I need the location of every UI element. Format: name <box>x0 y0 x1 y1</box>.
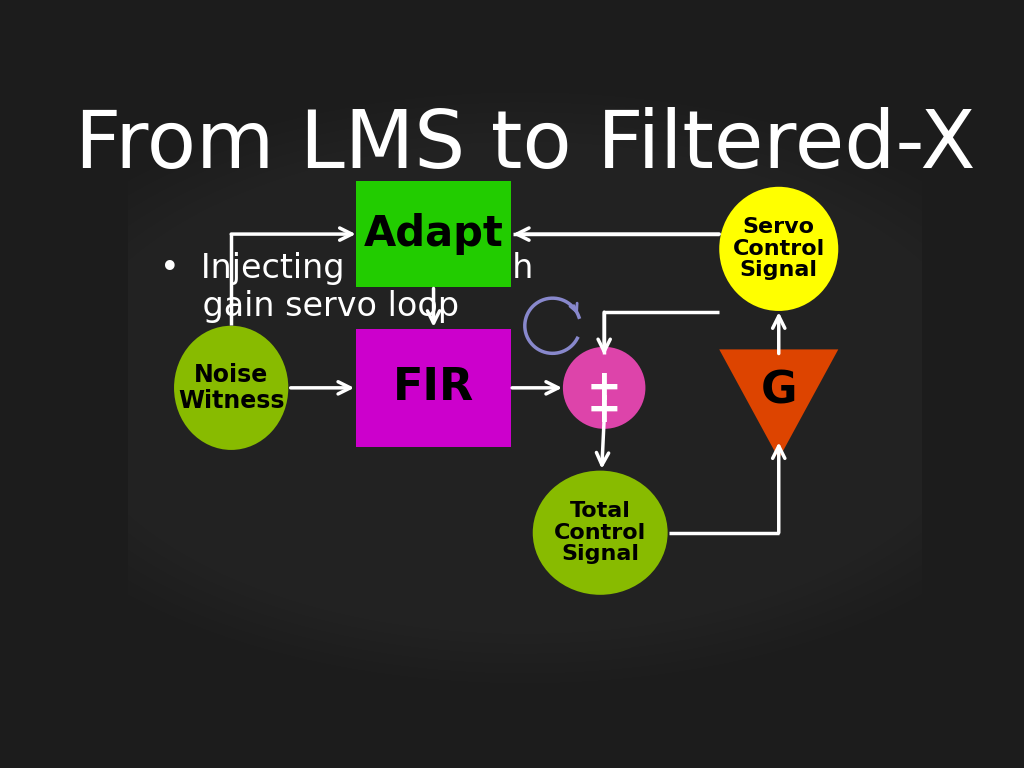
Polygon shape <box>719 349 839 458</box>
Ellipse shape <box>563 347 645 429</box>
Text: •  Injecting into a high
    gain servo loop: • Injecting into a high gain servo loop <box>160 252 534 323</box>
Ellipse shape <box>174 326 289 450</box>
Text: Adapt: Adapt <box>364 213 504 255</box>
Ellipse shape <box>532 471 668 594</box>
Bar <box>356 329 511 447</box>
Text: From LMS to Filtered-X: From LMS to Filtered-X <box>75 107 975 184</box>
Text: FIR: FIR <box>393 366 474 409</box>
Text: G: G <box>761 369 797 412</box>
Text: Servo
Control
Signal: Servo Control Signal <box>732 217 825 280</box>
Bar <box>356 181 511 287</box>
Text: Total
Control
Signal: Total Control Signal <box>554 502 646 564</box>
Text: +: + <box>587 367 622 409</box>
Text: +: + <box>587 389 622 432</box>
Text: Noise
Witness: Noise Witness <box>178 363 285 412</box>
Ellipse shape <box>719 187 839 311</box>
